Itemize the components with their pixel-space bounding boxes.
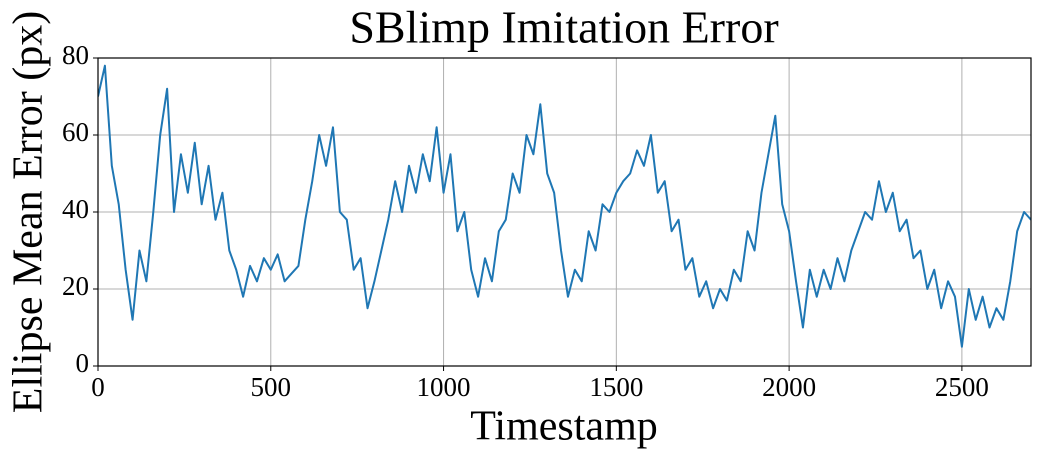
x-tick-label: 500: [251, 372, 292, 402]
plot-frame: [97, 57, 1032, 367]
y-tick-label: 60: [62, 117, 89, 147]
y-tick-label: 40: [62, 194, 89, 224]
x-tick-label: 1000: [417, 372, 471, 402]
x-tick-label: 1500: [589, 372, 643, 402]
x-tick-label: 0: [91, 372, 105, 402]
data-line: [98, 64, 1031, 348]
y-tick-label: 80: [62, 40, 89, 70]
x-axis-label: Timestamp: [470, 404, 657, 450]
x-tick-label: 2000: [762, 372, 816, 402]
chart-title: SBlimp Imitation Error: [349, 2, 778, 53]
x-tick-label: 2500: [935, 372, 989, 402]
y-tick-label: 20: [62, 271, 89, 301]
y-tick-label: 0: [76, 348, 90, 378]
y-axis-label: Ellipse Mean Error (px): [6, 11, 52, 413]
